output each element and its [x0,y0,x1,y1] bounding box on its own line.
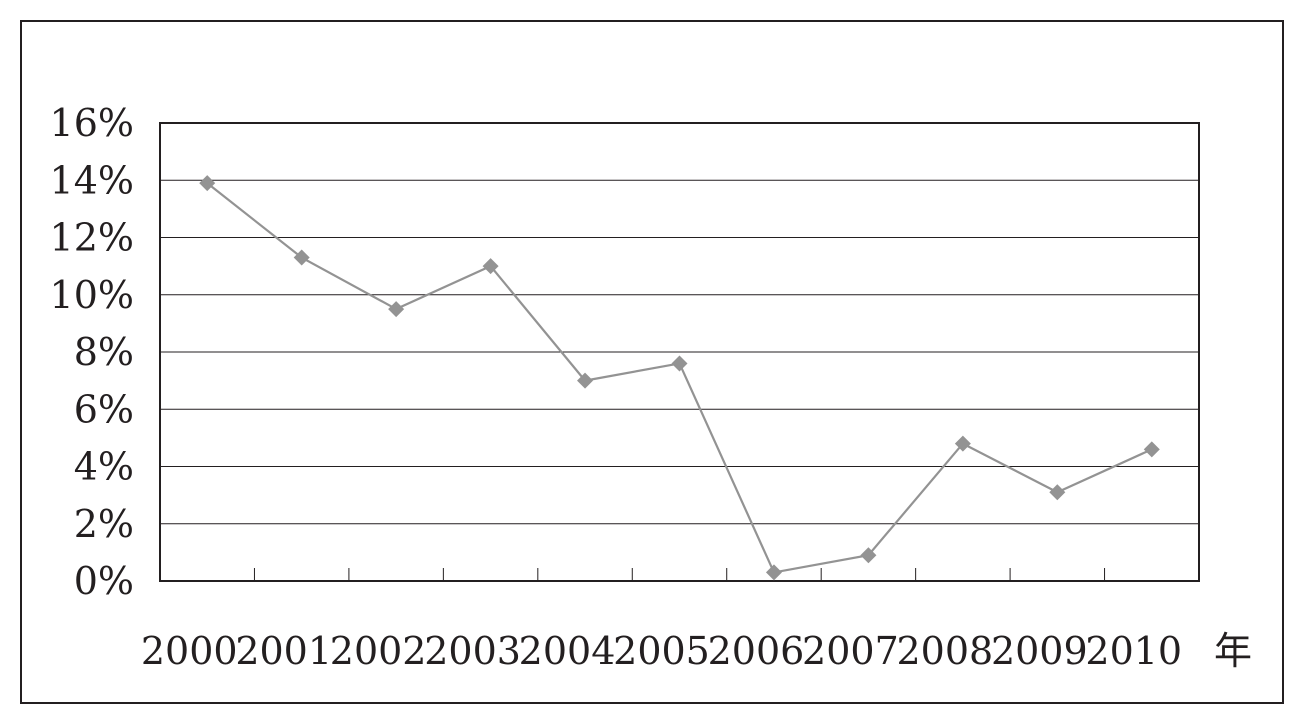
y-tick-label: 8% [74,330,134,374]
x-tick-label: 2008 [897,629,994,673]
data-point-2007 [860,547,877,564]
data-point-2000 [199,175,216,192]
y-tick-label: 16% [50,101,134,145]
series-markers [199,175,1160,581]
data-point-2005 [671,355,688,372]
plot-area [159,122,1200,582]
data-point-2002 [388,301,405,318]
x-tick-label: 2007 [802,629,899,673]
y-tick-label: 0% [74,559,134,603]
y-tick-label: 14% [50,158,134,202]
chart-frame [20,20,1284,704]
y-axis-tick-labels: 0% 2% 4% 6% 8% 10% 12% 14% 16% [50,101,134,603]
y-tick-label: 10% [50,273,134,317]
gridlines [160,179,1199,525]
x-tick-label: 2003 [424,629,521,673]
data-point-2009 [1049,484,1066,501]
y-tick-label: 4% [74,445,134,489]
data-point-2003 [482,258,499,275]
x-tick-label: 2000 [141,629,238,673]
x-tick-label: 2002 [330,629,427,673]
x-axis-unit-label: 年 [1214,629,1252,673]
data-point-2001 [293,249,310,266]
data-point-2010 [1143,441,1160,458]
data-point-2008 [954,435,971,452]
x-tick-label: 2005 [613,629,710,673]
data-point-2004 [577,372,594,389]
y-tick-label: 2% [74,502,134,546]
series-line [206,182,1153,574]
x-axis-ticks [253,568,1106,581]
x-axis-tick-labels: 2000200120022003200420052006200720082009… [141,629,1182,673]
y-tick-label: 6% [74,387,134,431]
x-tick-label: 2010 [1085,629,1182,673]
data-point-2006 [765,564,782,581]
x-tick-label: 2009 [991,629,1088,673]
x-tick-label: 2001 [235,629,332,673]
y-tick-label: 12% [50,216,134,260]
x-tick-label: 2006 [708,629,805,673]
x-tick-label: 2004 [519,629,616,673]
